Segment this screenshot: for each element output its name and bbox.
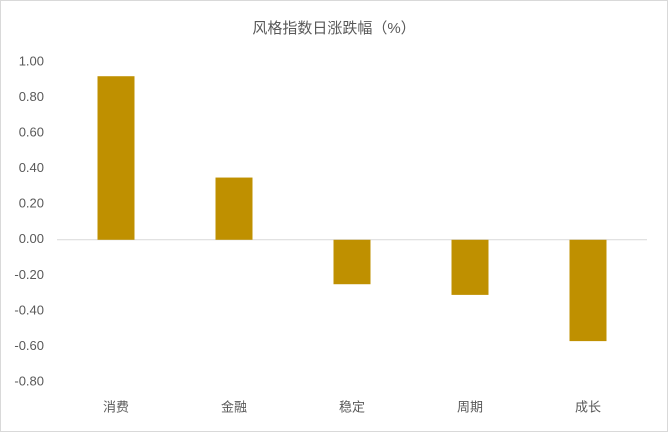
- y-tick-label: -0.60: [14, 338, 44, 353]
- y-tick-label: -0.80: [14, 373, 44, 388]
- bar: [569, 239, 607, 342]
- bar: [215, 177, 253, 240]
- y-tick-label: -0.40: [14, 302, 44, 317]
- chart-title: 风格指数日涨跌幅（%）: [252, 20, 415, 37]
- bar: [97, 76, 135, 240]
- y-tick-label: 0.60: [19, 125, 44, 140]
- y-tick-label: 0.20: [19, 196, 44, 211]
- y-tick-label: 0.00: [19, 231, 44, 246]
- y-tick-label: 0.80: [19, 89, 44, 104]
- x-tick-label: 消费: [103, 399, 129, 414]
- y-tick-label: 0.40: [19, 160, 44, 175]
- bar: [333, 239, 371, 285]
- x-tick-label: 金融: [221, 399, 247, 414]
- y-tick-label: 1.00: [19, 53, 44, 68]
- x-tick-label: 稳定: [339, 399, 365, 414]
- y-tick-label: -0.20: [14, 267, 44, 282]
- x-tick-label: 周期: [457, 399, 483, 414]
- x-tick-label: 成长: [575, 399, 601, 414]
- bar: [451, 239, 489, 295]
